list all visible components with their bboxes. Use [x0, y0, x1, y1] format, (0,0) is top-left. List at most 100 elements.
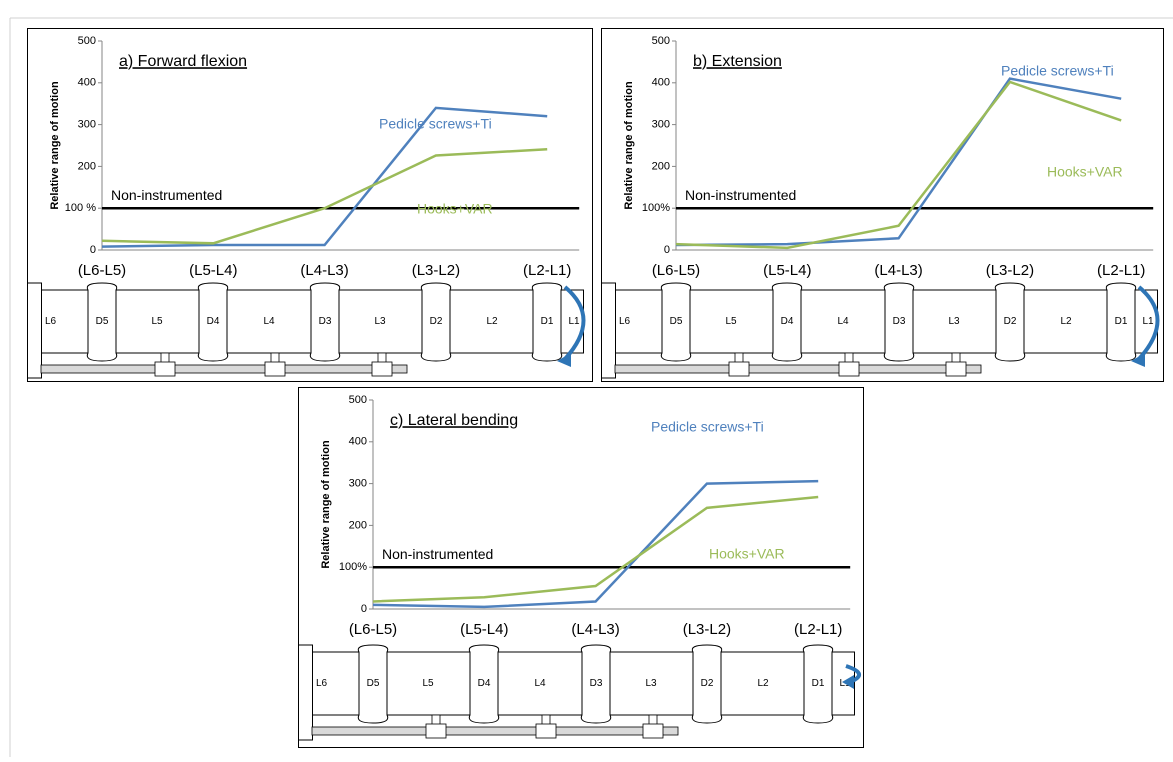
- screw-stem: [734, 352, 744, 364]
- spine-end: [601, 282, 616, 379]
- panel: 0 100% 200 300 400 500 Relative range of motio…: [601, 28, 1164, 382]
- x-tick-label: (L4-L3): [300, 262, 348, 279]
- arrow-head: [557, 353, 571, 367]
- screw-stem: [951, 352, 961, 364]
- arrow-head: [1131, 353, 1145, 367]
- x-tick-label: (L2-L1): [1097, 262, 1145, 279]
- screw-head: [838, 361, 860, 377]
- panel-frame: [27, 28, 593, 382]
- x-tick-label: (L2-L1): [523, 262, 571, 279]
- vertebra-label: L4: [263, 316, 275, 327]
- chart-title: b) Extension: [693, 53, 782, 70]
- x-tick-label: (L5-L4): [763, 262, 811, 279]
- screw-head: [945, 361, 967, 377]
- vertebra-label: D1: [812, 678, 825, 689]
- rod: [311, 726, 679, 736]
- vertebra-label: L6: [316, 678, 328, 689]
- y-tick-label: 400: [78, 77, 96, 89]
- y-tick-label: 200: [349, 519, 367, 531]
- series-line: [101, 106, 548, 248]
- series-line: [101, 148, 548, 245]
- vertebra-label: D5: [367, 678, 380, 689]
- y-tick-label: 0: [90, 244, 96, 256]
- vertebra-label: D5: [96, 316, 109, 327]
- y-axis-label: Relative range of motion: [320, 440, 332, 569]
- screw-head: [425, 723, 447, 739]
- series-line: [372, 495, 819, 603]
- disc: [994, 282, 1026, 362]
- chart-title: c) Lateral bending: [390, 412, 518, 429]
- vertebra-label: D4: [781, 316, 794, 327]
- x-tick-label: (L3-L2): [683, 621, 731, 638]
- vertebra-label: D2: [1004, 316, 1017, 327]
- screw-stem: [270, 352, 280, 364]
- disc: [357, 644, 389, 724]
- y-tick-label: 500: [78, 35, 96, 47]
- y-tick-label: 100 %: [65, 202, 96, 214]
- chart-title: a) Forward flexion: [119, 53, 247, 70]
- vertebra-label: L6: [45, 316, 57, 327]
- spine-end: [27, 282, 42, 379]
- screw-stem: [160, 352, 170, 364]
- vertebra-label: L5: [422, 678, 434, 689]
- screw-stem: [541, 714, 551, 726]
- panel: 0 100 % 200 300 400 500 Relative range of moti…: [27, 28, 593, 382]
- disc: [883, 282, 915, 362]
- vertebra-label: D4: [207, 316, 220, 327]
- vertebra-label: L4: [837, 316, 849, 327]
- rotation-arrow: [1137, 285, 1160, 361]
- series-label: Pedicle screws+Ti: [1001, 63, 1114, 79]
- y-tick-label: 300: [652, 119, 670, 131]
- spine-end: [298, 644, 313, 741]
- screw-head: [728, 361, 750, 377]
- series-label: Hooks+VAR: [709, 546, 785, 562]
- arrow-head: [842, 675, 854, 689]
- disc: [420, 282, 452, 362]
- rod: [40, 364, 408, 374]
- series-line: [372, 479, 819, 609]
- screw-head: [371, 361, 393, 377]
- panel-frame: [298, 387, 864, 748]
- vertebra-label: D3: [319, 316, 332, 327]
- disc: [197, 282, 229, 362]
- vertebra-label: D4: [478, 678, 491, 689]
- disc: [580, 644, 612, 724]
- screw-stem: [844, 352, 854, 364]
- vertebra-label: D1: [1115, 316, 1128, 327]
- vertebra-label: L5: [151, 316, 163, 327]
- vertebra-label: L2: [486, 316, 498, 327]
- y-tick-label: 100%: [339, 561, 367, 573]
- disc: [660, 282, 692, 362]
- vertebra-label: L4: [534, 678, 546, 689]
- vertebra-label: D1: [541, 316, 554, 327]
- x-tick-label: (L2-L1): [794, 621, 842, 638]
- y-tick-label: 400: [652, 77, 670, 89]
- screw-head: [154, 361, 176, 377]
- x-tick-label: (L6-L5): [349, 621, 397, 638]
- x-tick-label: (L6-L5): [78, 262, 126, 279]
- y-tick-label: 500: [349, 394, 367, 406]
- y-tick-label: 200: [78, 160, 96, 172]
- screw-stem: [648, 714, 658, 726]
- reference-label: Non-instrumented: [685, 187, 796, 203]
- disc: [468, 644, 500, 724]
- screw-head: [642, 723, 664, 739]
- rod: [614, 364, 982, 374]
- y-axis-label: Relative range of motion: [623, 81, 635, 210]
- x-tick-label: (L6-L5): [652, 262, 700, 279]
- disc: [309, 282, 341, 362]
- vertebra-label: L2: [757, 678, 769, 689]
- vertebra-label: L3: [374, 316, 386, 327]
- screw-head: [264, 361, 286, 377]
- series-label: Pedicle screws+Ti: [379, 116, 492, 132]
- disc: [86, 282, 118, 362]
- screw-stem: [431, 714, 441, 726]
- vertebra-label: L2: [1060, 316, 1072, 327]
- y-tick-label: 100%: [642, 202, 670, 214]
- vertebra-label: D3: [893, 316, 906, 327]
- y-tick-label: 200: [652, 160, 670, 172]
- vertebra-label: L6: [619, 316, 631, 327]
- vertebra-label: D2: [430, 316, 443, 327]
- vertebra-label: L5: [725, 316, 737, 327]
